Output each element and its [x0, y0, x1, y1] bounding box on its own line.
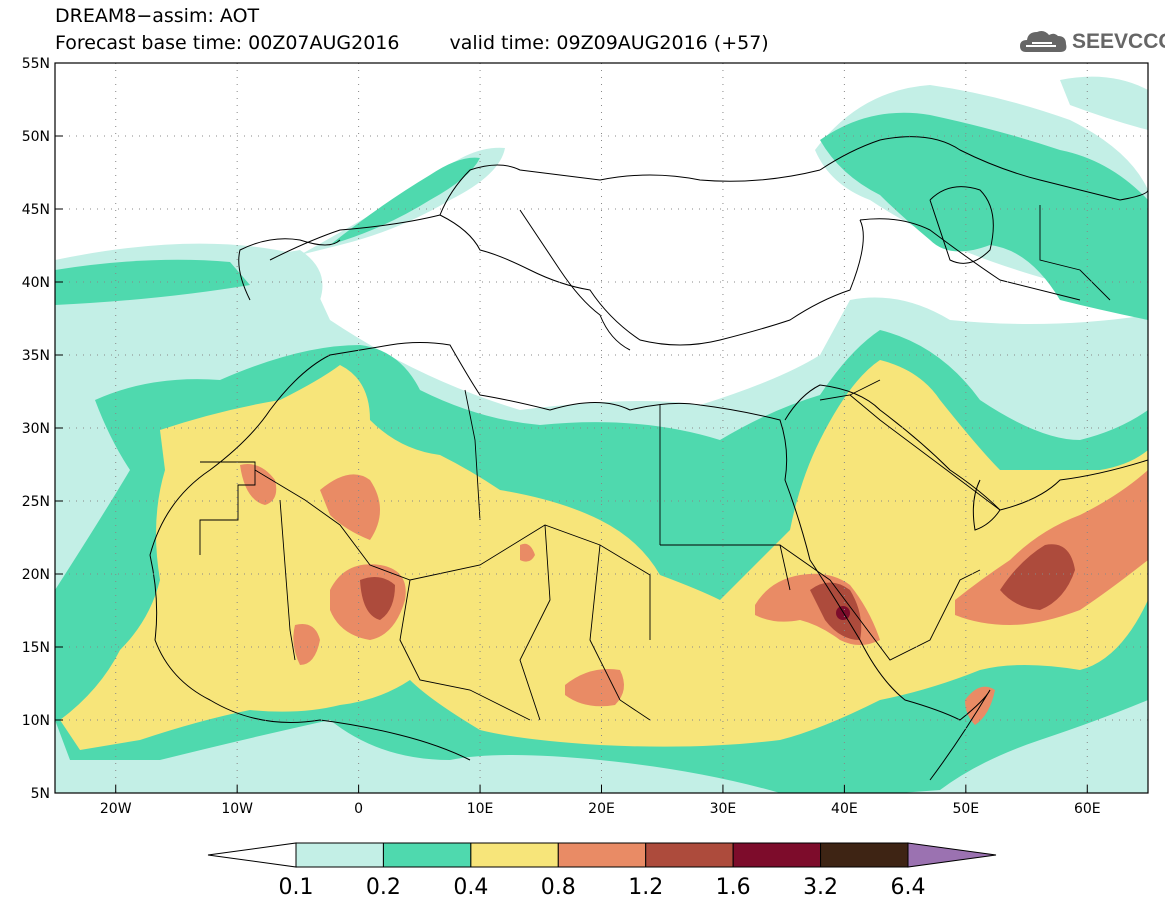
lat-tick-label: 25N [22, 494, 50, 510]
colorbar-label: 0.1 [279, 875, 314, 900]
lon-tick-label: 40E [831, 801, 858, 817]
lon-tick-label: 0 [354, 801, 363, 817]
lat-tick-label: 20N [22, 567, 50, 583]
colorbar-swatch [557, 842, 647, 868]
aot-level-1-6 [836, 606, 850, 620]
lon-tick-label: 50E [952, 801, 979, 817]
lat-tick-label: 15N [22, 640, 50, 656]
longitude-axis: 20W 10W 0 10E 20E 30E 40E 50E 60E [100, 785, 1101, 817]
colorbar-label: 6.4 [891, 875, 926, 900]
colorbar-label: 1.6 [716, 875, 751, 900]
logo-text: SEEVCCC [1072, 30, 1165, 53]
colorbar-swatch [382, 842, 472, 868]
seevccc-logo: SEEVCCC [1018, 26, 1165, 58]
colorbar-high-triangle [907, 842, 997, 868]
colorbar-swatch [295, 842, 384, 868]
lon-tick-label: 30E [710, 801, 737, 817]
lon-tick-label: 60E [1074, 801, 1101, 817]
cloud-icon [1020, 31, 1067, 52]
colorbar-label: 0.4 [453, 875, 488, 900]
lat-tick-label: 30N [22, 421, 50, 437]
colorbar-swatch [820, 842, 909, 868]
lon-tick-label: 20E [588, 801, 615, 817]
lon-tick-label: 20W [100, 801, 132, 817]
lat-tick-label: 5N [31, 786, 50, 802]
colorbar-swatch [645, 842, 734, 868]
valid-time: valid time: 09Z09AUG2016 (+57) [449, 32, 769, 54]
lat-tick-label: 35N [22, 348, 50, 364]
aot-level-0-4 [60, 360, 1148, 750]
grid-lines [55, 63, 1148, 793]
lat-tick-label: 55N [22, 56, 50, 72]
latitude-axis: 55N 50N 45N 40N 35N 30N 25N 20N 15N 10N 5N [22, 56, 63, 802]
aot-field [55, 63, 1148, 793]
colorbar-low-triangle [207, 842, 297, 868]
country-borders [199, 205, 1111, 721]
colorbar-swatch [732, 842, 822, 868]
title-line-1: DREAM8−assim: AOT [55, 5, 260, 27]
lat-tick-label: 45N [22, 202, 50, 218]
lat-tick-label: 10N [22, 713, 50, 729]
lon-tick-label: 10W [221, 801, 253, 817]
colorbar-label: 0.2 [366, 875, 401, 900]
colorbar-label: 0.8 [541, 875, 576, 900]
colorbar-label: 3.2 [803, 875, 838, 900]
colorbar-swatch [470, 842, 559, 868]
base-time: Forecast base time: 00Z07AUG2016 [55, 32, 400, 54]
title-line-2: Forecast base time: 00Z07AUG2016 valid ti… [55, 33, 769, 53]
aot-level-1-2 [360, 544, 1075, 640]
lon-tick-label: 10E [467, 801, 494, 817]
colorbar: 0.1 0.2 0.4 0.8 1.2 1.6 3.2 6.4 [207, 842, 997, 900]
lat-tick-label: 40N [22, 275, 50, 291]
lat-tick-label: 50N [22, 129, 50, 145]
coastlines [149, 136, 1148, 781]
colorbar-label: 1.2 [628, 875, 663, 900]
